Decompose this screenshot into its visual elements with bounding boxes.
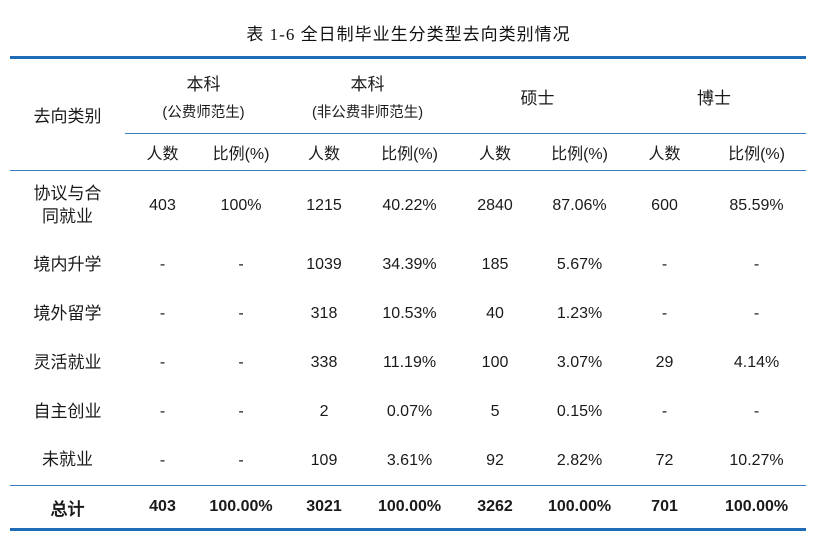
cell: 0.15% [556,403,603,420]
group-header-row: 去向类别 本科 (公费师范生) 本科 (非公费非师范生) 硕士 博士 [10,57,807,171]
cell: 3262 [453,485,538,530]
row-label: 灵活就业 [33,352,102,372]
cell: - [159,403,166,420]
cell: - [238,451,244,469]
cell: 34.39% [382,256,437,273]
graduate-destination-table: 去向类别 本科 (公费师范生) 本科 (非公费非师范生) 硕士 博士 人数 [10,56,807,531]
cell: - [753,403,760,420]
table-row: 境外留学 - - 318 10.53% 40 1.23% - - [10,290,806,339]
cell: 2.82% [556,451,603,469]
cell: 0.07% [386,403,433,420]
cell: 4.14% [733,354,780,371]
row-label: 境外留学 [33,303,102,323]
group-header-shuoshi: 硕士 [453,57,623,134]
cell: 40 [486,305,504,322]
group-title: 博士 [697,88,732,108]
cell: 10.53% [382,305,437,322]
group-header-boshi: 博士 [622,57,807,134]
cell: 100 [481,354,509,371]
cell: 100.00% [537,485,623,530]
cell: 403 [149,196,176,214]
cell: - [661,305,668,322]
table-row: 自主创业 - - 2 0.07% 5 0.15% - - [10,388,806,437]
cell: 600 [651,196,678,214]
cell: 1.23% [556,305,603,322]
cell: 185 [481,256,509,273]
cell: 92 [486,451,504,469]
group-subtitle: (非公费非师范生) [311,105,424,121]
subheader-count: 人数 [622,133,708,171]
cell: - [238,305,244,322]
sub-header-row: 人数 比例(%) 人数 比例(%) 人数 比例(%) 人数 比例(%) [10,133,807,171]
row-label: 自主创业 [33,401,102,421]
cell: 403 [125,485,200,530]
subheader-ratio: 比例(%) [707,133,807,171]
cell: 2 [319,403,329,420]
group-header-benke-gongfei: 本科 (公费师范生) [125,57,283,134]
row-label: 未就业 [42,450,93,470]
cell: - [661,403,668,420]
cell: 1215 [306,196,342,214]
cell: 109 [310,451,338,469]
cell: - [159,451,166,469]
table-row: 灵活就业 - - 338 11.19% 100 3.07% 29 4.14% [10,339,806,388]
cell: 100% [220,196,262,214]
cell: 5 [490,403,500,420]
cell: 100.00% [366,485,454,530]
cell: - [238,256,244,273]
cell: - [159,305,166,322]
subheader-count: 人数 [125,133,200,171]
subheader-ratio: 比例(%) [200,133,283,171]
cell: 100.00% [200,485,283,530]
cell: 318 [310,305,338,322]
cell: - [238,354,244,371]
table-row: 境内升学 - - 1039 34.39% 185 5.67% - - [10,241,806,290]
table-title: 表 1-6 全日制毕业生分类型去向类别情况 [246,25,571,44]
group-title: 本科 [350,75,385,94]
table-row: 协议与合同就业 403 100% 1215 40.22% 2840 87.06%… [10,171,806,241]
cell: 11.19% [382,354,437,371]
cell: 1039 [306,256,342,273]
cell: 3021 [282,485,367,530]
subheader-count: 人数 [453,133,538,171]
cell: 29 [655,354,674,371]
row-label: 境内升学 [33,254,102,274]
cell: 2840 [477,196,513,214]
cell: 40.22% [382,196,437,214]
table-row: 未就业 - - 109 3.61% 92 2.82% 72 10.27% [10,437,806,486]
cell: 10.27% [729,451,784,469]
subheader-ratio: 比例(%) [537,133,623,171]
cell: 701 [622,485,708,530]
category-header: 去向类别 [10,57,125,171]
cell: - [159,354,166,371]
cell: - [159,256,166,273]
row-label: 协议与合同就业 [33,183,102,226]
subheader-count: 人数 [282,133,367,171]
group-title: 本科 [186,75,221,94]
group-subtitle: (公费师范生) [162,105,245,121]
cell: - [661,256,668,273]
subheader-ratio: 比例(%) [366,133,454,171]
group-title: 硕士 [520,88,555,108]
cell: 3.07% [556,354,603,371]
cell: 85.59% [729,196,784,214]
cell: 72 [655,451,674,469]
total-row: 总计 403 100.00% 3021 100.00% 3262 100.00%… [10,485,807,530]
cell: - [753,256,760,273]
cell: - [753,305,760,322]
row-label: 总计 [10,485,125,530]
cell: 100.00% [707,485,807,530]
cell: 3.61% [386,451,433,469]
cell: 5.67% [556,256,603,273]
cell: - [238,403,244,420]
group-header-benke-feigongfei: 本科 (非公费非师范生) [282,57,454,134]
cell: 87.06% [552,196,607,214]
cell: 338 [310,354,338,371]
